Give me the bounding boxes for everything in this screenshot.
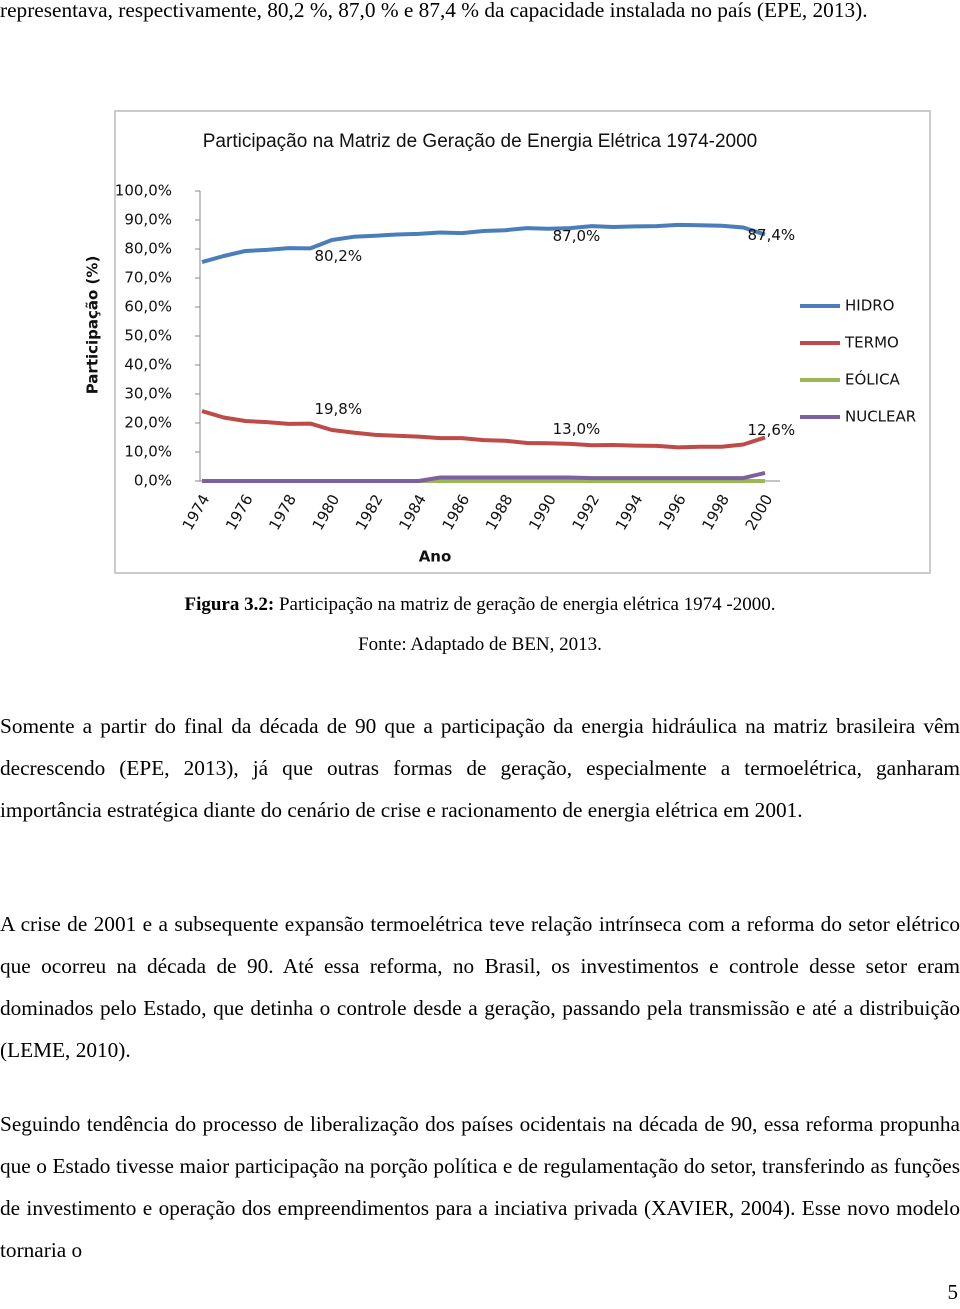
line-series	[202, 470, 766, 483]
data-label: 87,4%	[748, 226, 796, 244]
data-label: 12,6%	[748, 421, 796, 439]
legend-label: HIDRO	[845, 297, 894, 315]
y-tick-label: 0,0%	[134, 472, 172, 490]
page-number: 5	[947, 1280, 959, 1304]
legend-label: EÓLICA	[845, 370, 901, 389]
chart-frame	[114, 110, 931, 574]
paragraph: representava, respectivamente, 80,2 %, 8…	[0, 0, 868, 22]
y-tick-label: 30,0%	[124, 385, 172, 403]
paragraph: A crise de 2001 e a subsequente expansão…	[0, 912, 960, 1062]
caption: Figura 3.2: Participação na matriz de ge…	[0, 594, 960, 616]
y-tick-label: 80,0%	[124, 240, 172, 258]
source: Fonte: Adaptado de BEN, 2013.	[358, 634, 602, 655]
x-axis-label: Ano	[419, 548, 452, 566]
line-series	[201, 409, 766, 450]
data-label: 87,0%	[553, 227, 601, 245]
data-label: 19,8%	[314, 400, 362, 418]
y-axis-label: Participação (%)	[84, 256, 102, 395]
chart-title: Participação na Matriz de Geração de Ene…	[203, 131, 758, 152]
data-label: 80,2%	[314, 247, 362, 265]
caption-text: Participação na matriz de geração de ene…	[274, 594, 776, 615]
line-series	[201, 222, 766, 265]
y-tick-label: 70,0%	[124, 269, 172, 287]
y-tick-label: 50,0%	[124, 327, 172, 345]
legend-label: NUCLEAR	[845, 408, 916, 426]
y-tick-label: 100,0%	[115, 182, 172, 200]
data-label: 13,0%	[553, 420, 601, 438]
y-tick-label: 40,0%	[124, 356, 172, 374]
y-tick-label: 60,0%	[124, 298, 172, 316]
legend-label: TERMO	[844, 334, 899, 352]
chart: Participação na Matriz de Geração de Ene…	[84, 110, 931, 574]
y-tick-label: 10,0%	[124, 443, 172, 461]
paragraph: Somente a partir do final da década de 9…	[0, 714, 960, 822]
y-tick-label: 90,0%	[124, 211, 172, 229]
caption-label: Figura 3.2:	[184, 594, 275, 615]
paragraph: Seguindo tendência do processo de libera…	[0, 1112, 960, 1262]
y-tick-label: 20,0%	[124, 414, 172, 432]
